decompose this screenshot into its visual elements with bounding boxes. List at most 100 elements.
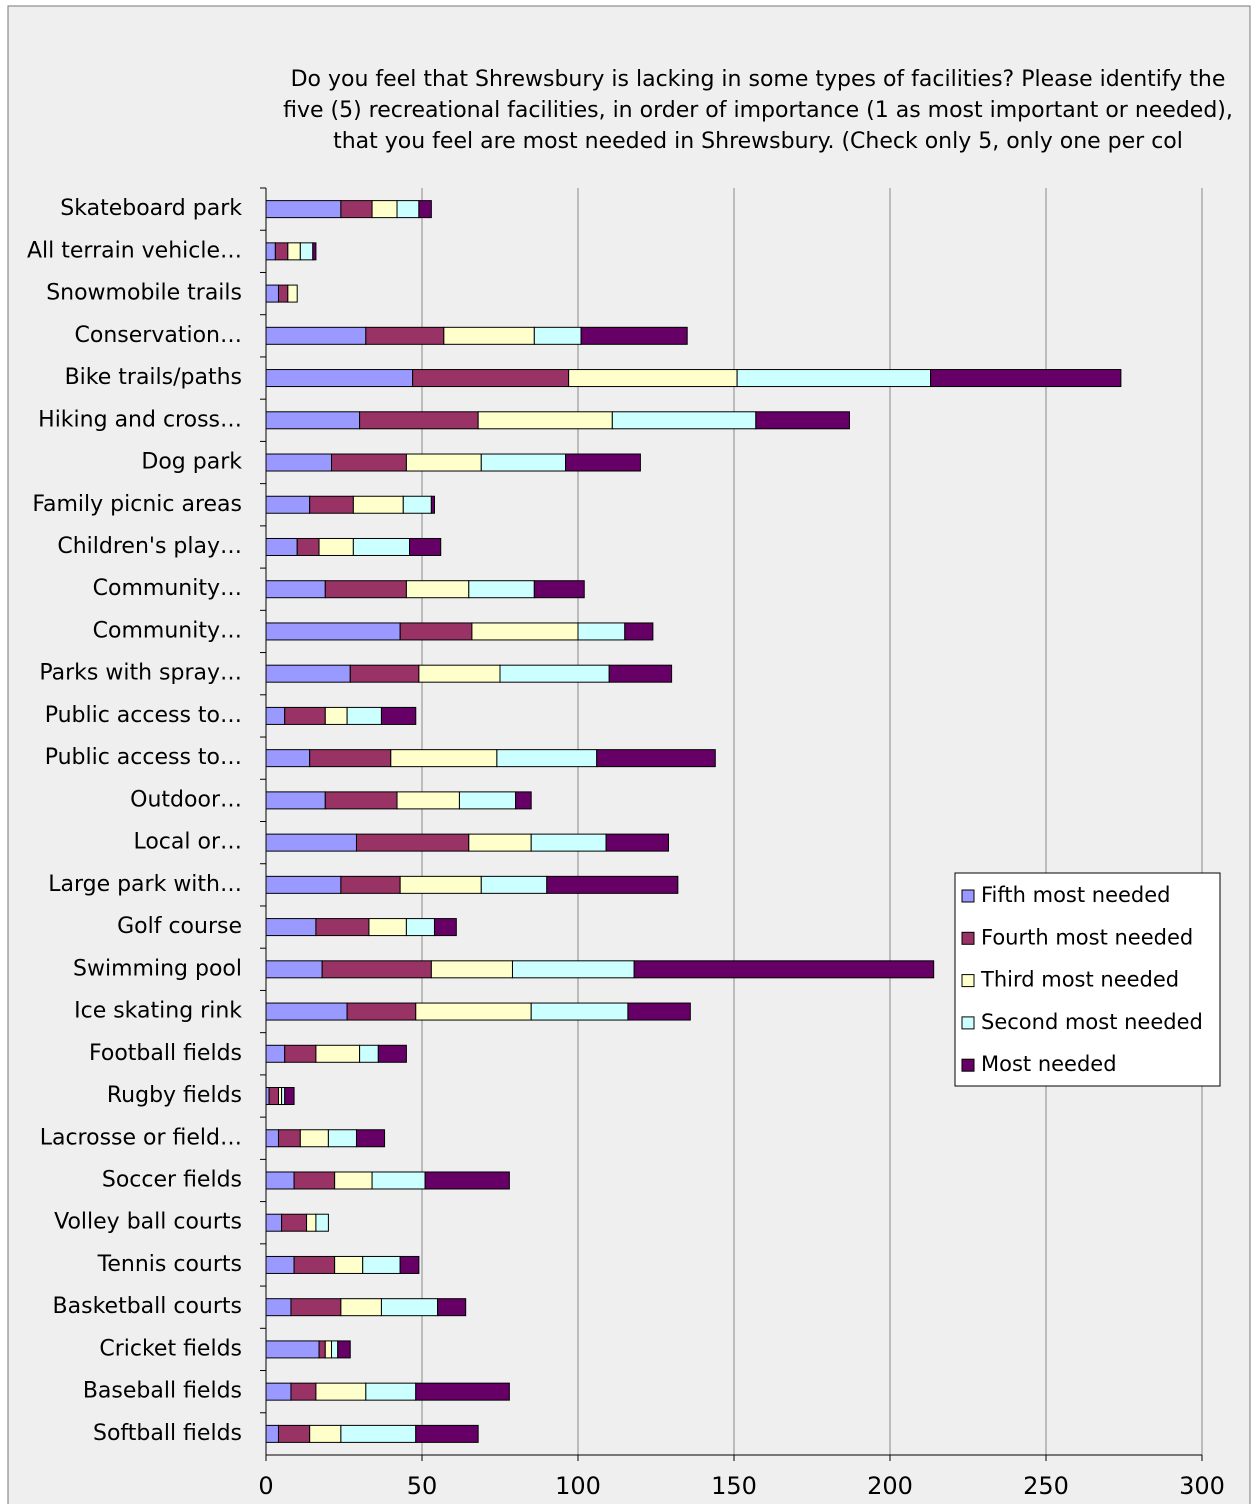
y-tick-label: Skateboard park: [60, 196, 242, 221]
bar-segment: [265, 1002, 348, 1021]
bar-segment: [371, 1171, 426, 1190]
bar-segment: [324, 1340, 333, 1359]
bar-segment: [340, 1298, 382, 1317]
bar-segment: [499, 664, 610, 683]
bar-segment: [265, 411, 361, 430]
chart-title: Do you feel that Shrewsbury is lacking i…: [283, 67, 1233, 154]
bar-segment: [437, 1298, 467, 1317]
bar-segment: [533, 326, 582, 345]
y-tick-label: Dog park: [141, 450, 242, 475]
bar-segment: [324, 791, 398, 810]
y-tick-label: Large park with…: [48, 872, 242, 897]
bar-segment: [277, 284, 289, 303]
bar-segment: [596, 749, 716, 768]
bar-segment: [334, 1171, 373, 1190]
legend-swatch: [961, 931, 975, 945]
bar-segment: [355, 1129, 386, 1148]
bar-segment: [577, 622, 626, 641]
x-tick-label: 50: [407, 1472, 438, 1500]
legend-box: [954, 872, 1221, 1087]
legend-label: Second most needed: [981, 1010, 1203, 1034]
bar-segment: [405, 918, 435, 937]
bar-segment: [265, 918, 317, 937]
y-tick-label: Basketball courts: [53, 1294, 242, 1319]
y-tick-label: Softball fields: [93, 1421, 242, 1446]
bar-segment: [608, 664, 673, 683]
bar-segment: [268, 1087, 279, 1106]
bar-segment: [396, 200, 420, 219]
y-tick-label: Ice skating rink: [74, 999, 242, 1024]
bar-segment: [390, 749, 498, 768]
bar-segment: [265, 369, 414, 388]
legend-label: Most needed: [981, 1052, 1117, 1076]
bar-segment: [265, 453, 333, 472]
bar-segment: [340, 1424, 417, 1443]
y-tick-label: Golf course: [117, 914, 242, 939]
bar-segment: [265, 791, 326, 810]
legend-swatch: [961, 889, 975, 903]
y-tick-label: Lacrosse or field…: [40, 1125, 242, 1150]
bar-segment: [480, 453, 567, 472]
bar-segment: [565, 453, 641, 472]
bar-segment: [365, 1382, 417, 1401]
bar-segment: [331, 1340, 339, 1359]
y-tick-label: Tennis courts: [97, 1252, 242, 1277]
y-tick-label: Public access to…: [45, 703, 242, 728]
bar-segment: [274, 242, 289, 261]
bar-segment: [265, 1129, 279, 1148]
bar-segment: [399, 1255, 420, 1274]
bar-segment: [415, 1002, 532, 1021]
y-tick-label: Swimming pool: [73, 956, 242, 981]
bar-segment: [265, 875, 342, 894]
bar-segment: [624, 622, 654, 641]
bar-segment: [265, 1044, 286, 1063]
y-tick-label: Rugby fields: [107, 1083, 242, 1108]
bar-segment: [477, 411, 613, 430]
y-tick-label: Hiking and cross…: [38, 407, 242, 432]
bar-segment: [284, 1044, 317, 1063]
bar-segment: [287, 284, 298, 303]
bar-segment: [605, 833, 669, 852]
legend-swatch: [961, 1016, 975, 1030]
bar-segment: [265, 706, 286, 725]
bar-segment: [424, 1171, 510, 1190]
y-tick-label: Public access to…: [45, 745, 242, 770]
bar-segment: [293, 1171, 336, 1190]
bar-segment: [287, 242, 301, 261]
legend-label: Fourth most needed: [981, 925, 1193, 949]
y-tick-label: Outdoor…: [130, 787, 242, 812]
bar-segment: [580, 326, 688, 345]
bar-segment: [480, 875, 548, 894]
bar-segment: [321, 960, 432, 979]
bar-segment: [412, 369, 570, 388]
bar-segment: [312, 242, 317, 261]
bar-segment: [277, 1424, 311, 1443]
bar-segment: [402, 495, 432, 514]
bar-segment: [315, 1044, 361, 1063]
bar-segment: [309, 749, 392, 768]
y-tick-label: Soccer fields: [102, 1167, 242, 1192]
bar-segment: [380, 1298, 439, 1317]
bar-segment: [306, 1213, 317, 1232]
bar-segment: [349, 664, 420, 683]
bar-segment: [546, 875, 679, 894]
y-tick-label: Bike trails/paths: [65, 365, 242, 390]
y-tick-label: All terrain vehicle…: [27, 238, 242, 263]
bar-segment: [265, 1255, 295, 1274]
bar-segment: [355, 833, 470, 852]
bar-segment: [324, 706, 348, 725]
bar-segment: [409, 537, 442, 556]
bar-segment: [496, 749, 598, 768]
bar-segment: [334, 1255, 364, 1274]
bar-segment: [327, 1129, 357, 1148]
bar-segment: [293, 1255, 336, 1274]
bar-segment: [418, 200, 432, 219]
bar-segment: [340, 875, 401, 894]
bar-segment: [530, 1002, 629, 1021]
bar-segment: [284, 1087, 295, 1106]
y-tick-label: Children's play…: [57, 534, 242, 559]
bar-segment: [265, 284, 279, 303]
bar-segment: [324, 580, 407, 599]
